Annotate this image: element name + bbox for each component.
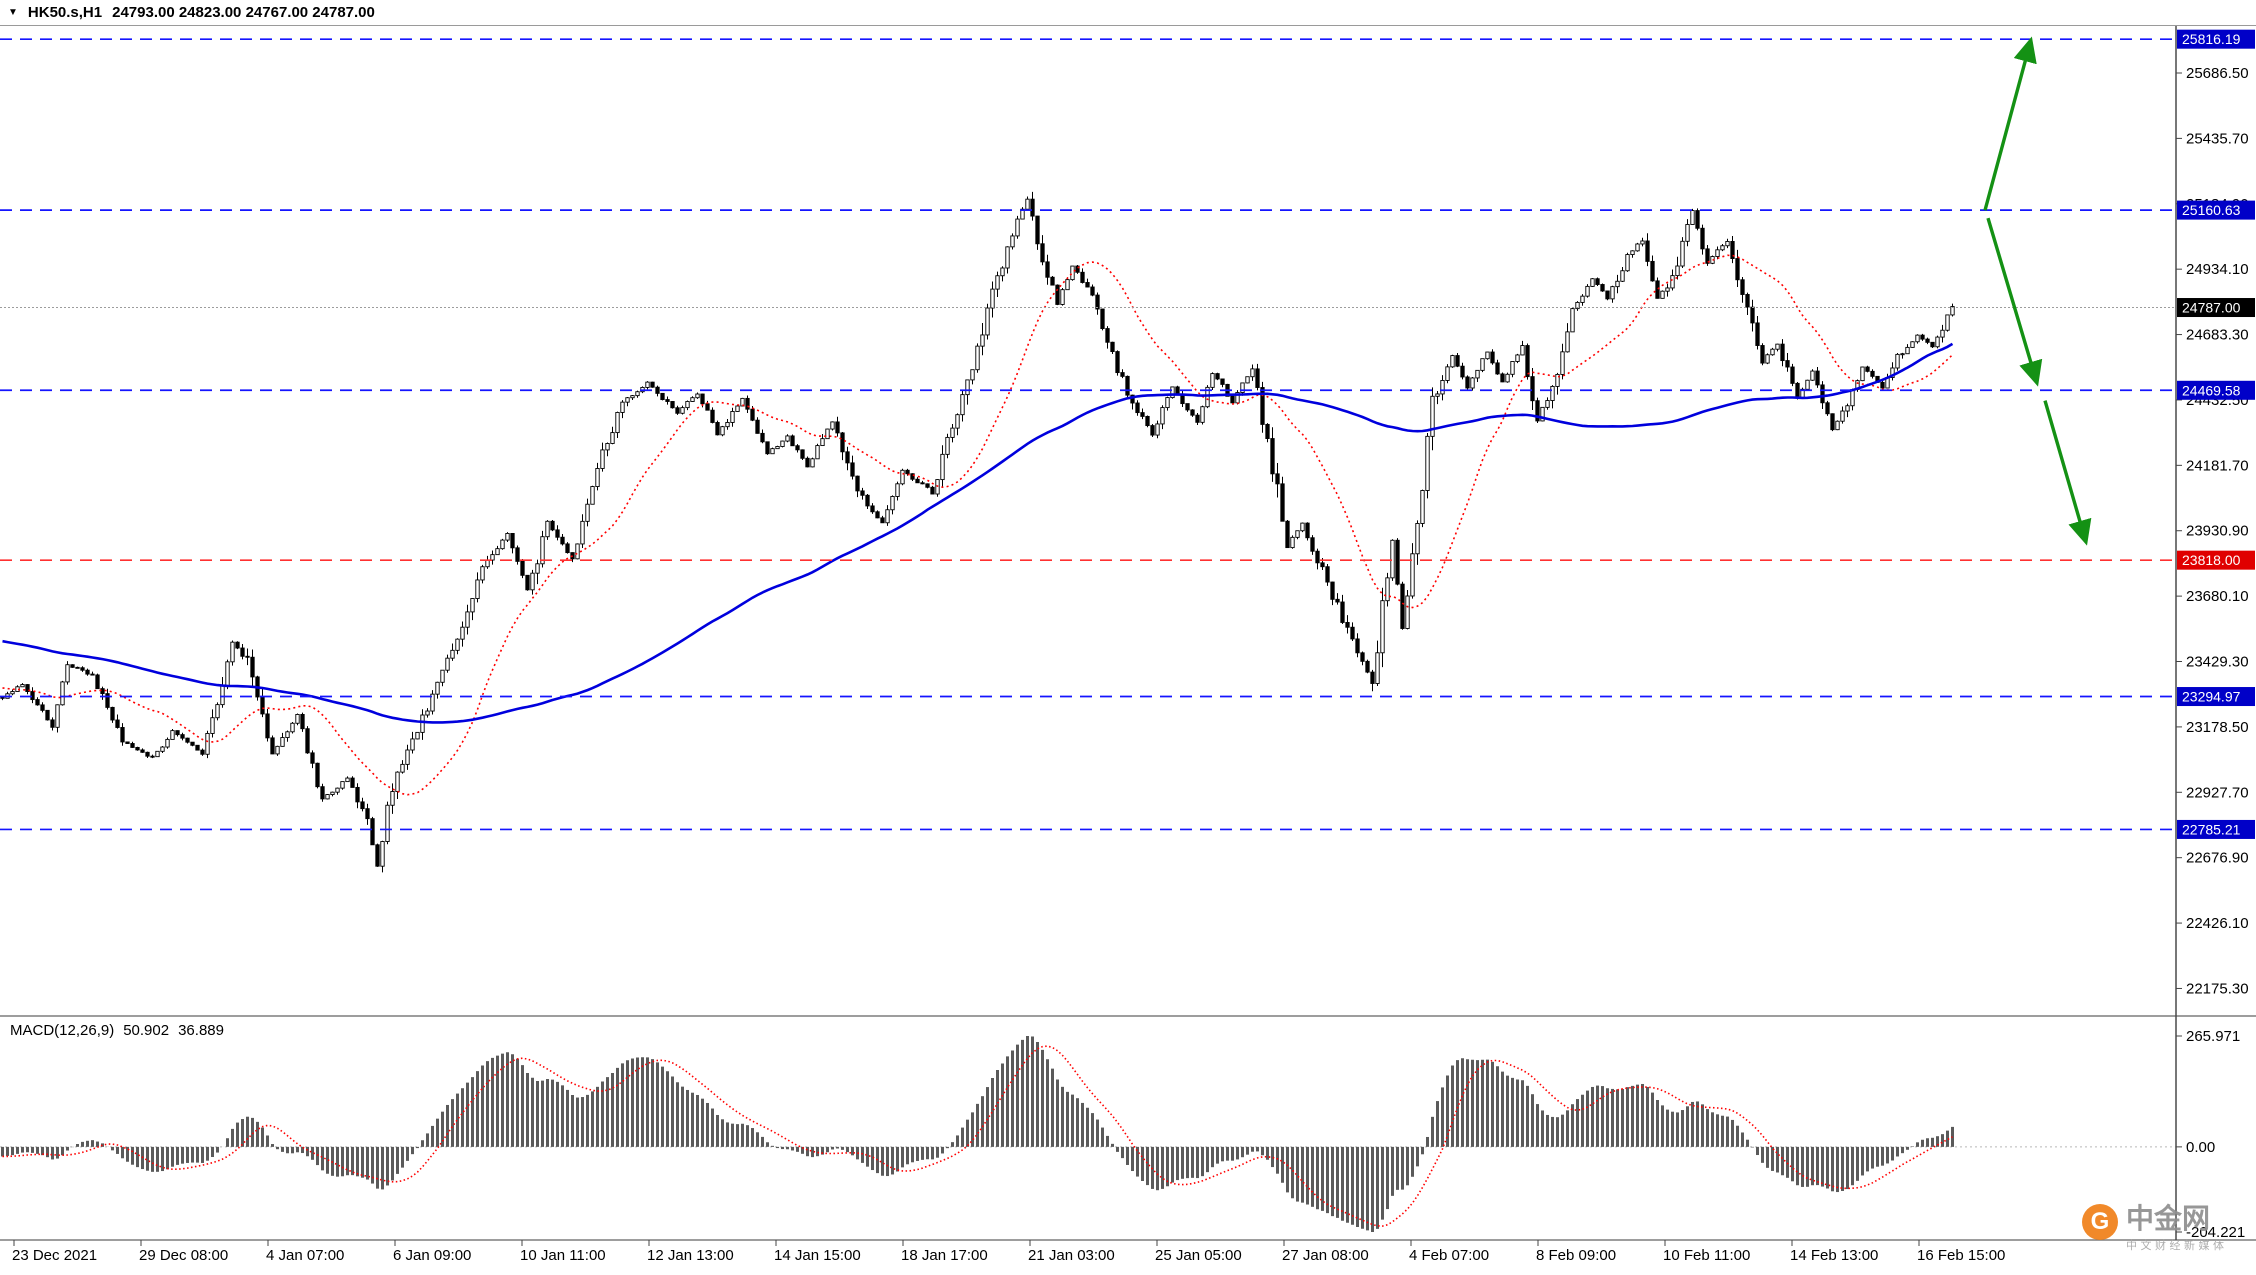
time-tick-label: 25 Jan 05:00	[1155, 1247, 1242, 1264]
level-price-label-text: 24787.00	[2182, 300, 2241, 316]
time-tick-label: 8 Feb 09:00	[1536, 1247, 1616, 1264]
time-tick-label: 23 Dec 2021	[12, 1247, 97, 1264]
chart-header: ▼ HK50.s,H1 24793.00 24823.00 24767.00 2…	[0, 0, 2256, 26]
price-tick-label: 24683.30	[2186, 327, 2249, 344]
level-price-label-text: 23294.97	[2182, 689, 2241, 705]
time-tick-label: 12 Jan 13:00	[647, 1247, 734, 1264]
brand-logo-icon: G	[2082, 1204, 2118, 1240]
collapse-chart-icon[interactable]: ▼	[8, 6, 18, 18]
trend-arrow-down[interactable]	[2043, 400, 2092, 546]
ma-fast-line	[2, 254, 1954, 796]
time-tick-label: 4 Feb 07:00	[1409, 1247, 1489, 1264]
time-tick-label: 14 Feb 13:00	[1790, 1247, 1878, 1264]
price-tick-label: 23178.50	[2186, 719, 2249, 736]
time-tick-label: 16 Feb 15:00	[1917, 1247, 2005, 1264]
price-tick-label: 22927.70	[2186, 784, 2249, 801]
candles-layer	[0, 191, 1955, 873]
indicator-value-signal: 36.889	[178, 1022, 224, 1039]
price-tick-label: 22175.30	[2186, 980, 2249, 997]
macd-histogram	[1, 1036, 1954, 1232]
price-tick-label: 22426.10	[2186, 915, 2249, 932]
indicator-name: MACD(12,26,9)	[10, 1022, 115, 1039]
brand-subtitle: 中文财经新媒体	[2126, 1240, 2228, 1253]
indicator-value-main: 50.902	[123, 1022, 170, 1039]
time-tick-label: 10 Feb 11:00	[1663, 1247, 1750, 1264]
price-tick-label: 25686.50	[2186, 65, 2249, 82]
macd-tick-label: -204.221	[2186, 1224, 2245, 1241]
ohlc-values: 24793.00 24823.00 24767.00 24787.00	[112, 4, 375, 21]
time-tick-label: 14 Jan 15:00	[774, 1247, 861, 1264]
price-tick-label: 24181.70	[2186, 457, 2249, 474]
macd-tick-label: 265.971	[2186, 1028, 2240, 1045]
level-price-label	[2177, 819, 2255, 839]
price-tick-label: 23680.10	[2186, 588, 2249, 605]
price-tick-label: 23429.30	[2186, 654, 2249, 671]
time-tick-label: 6 Jan 09:00	[393, 1247, 471, 1264]
price-tick-label: 22676.90	[2186, 850, 2249, 867]
level-price-label	[2177, 200, 2255, 220]
level-price-label	[2177, 298, 2255, 318]
level-price-label-text: 25160.63	[2182, 202, 2241, 218]
level-price-label-text: 24469.58	[2182, 382, 2241, 398]
level-price-label-text: 25816.19	[2182, 31, 2241, 47]
level-price-label	[2177, 550, 2255, 570]
brand-name: 中金网	[2126, 1203, 2211, 1234]
level-price-label	[2177, 380, 2255, 400]
time-tick-label: 29 Dec 08:00	[139, 1247, 228, 1264]
indicator-label: MACD(12,26,9) 50.902 36.889	[10, 1022, 224, 1039]
trend-arrow-down[interactable]	[1986, 217, 2043, 387]
price-tick-label: 24934.10	[2186, 261, 2249, 278]
price-axis[interactable]: 25686.5025435.7025184.9024934.1024683.30…	[2176, 29, 2255, 998]
macd-tick-label: 0.00	[2186, 1139, 2215, 1156]
time-tick-label: 18 Jan 17:00	[901, 1247, 988, 1264]
price-tick-label: 23930.90	[2186, 523, 2249, 540]
time-axis[interactable]: 23 Dec 2021 29 Dec 08:00 4 Jan 07:00 6 Jan …	[12, 1240, 2005, 1264]
brand-logo-glyph: G	[2090, 1208, 2110, 1235]
symbol-title: HK50.s,H1	[27, 4, 103, 21]
watermark: G 中金网 中文财经新媒体	[2082, 1204, 2228, 1253]
level-price-label-text: 23818.00	[2182, 552, 2241, 568]
time-tick-label: 21 Jan 03:00	[1028, 1247, 1115, 1264]
trend-arrows	[1983, 36, 2092, 546]
level-price-label-text: 22785.21	[2182, 821, 2241, 837]
price-tick-label: 25435.70	[2186, 130, 2249, 147]
ma-slow-line	[2, 342, 1954, 724]
trend-arrow-up[interactable]	[1983, 36, 2037, 211]
pane-separators	[0, 0, 2256, 1241]
level-price-label	[2177, 29, 2255, 49]
time-tick-label: 27 Jan 08:00	[1282, 1247, 1369, 1264]
level-price-label	[2177, 687, 2255, 707]
support-resistance-lines	[0, 38, 2176, 831]
time-tick-label: 10 Jan 11:00	[520, 1247, 606, 1264]
macd-axis[interactable]: 265.971 0.00 -204.221	[2176, 1028, 2245, 1241]
time-tick-label: 4 Jan 07:00	[266, 1247, 344, 1264]
